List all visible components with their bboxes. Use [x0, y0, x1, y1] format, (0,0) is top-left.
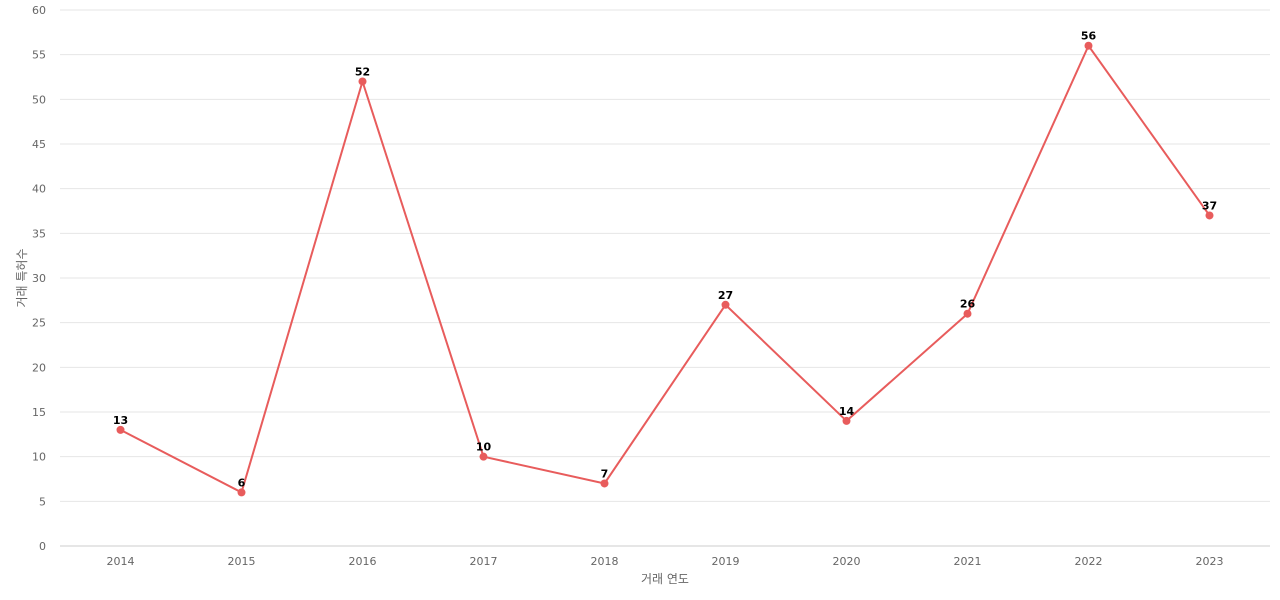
x-tick-label: 2017: [470, 555, 498, 568]
data-label: 13: [113, 414, 128, 427]
data-label: 6: [238, 476, 246, 489]
x-tick-label: 2022: [1075, 555, 1103, 568]
y-axis-title: 거래 특허수: [15, 248, 29, 307]
y-tick-label: 60: [32, 4, 46, 17]
x-tick-label: 2018: [591, 555, 619, 568]
data-label: 37: [1202, 199, 1217, 212]
data-label: 7: [601, 467, 609, 480]
series: [116, 41, 1214, 497]
x-tick-label: 2023: [1196, 555, 1224, 568]
data-point[interactable]: [237, 488, 246, 497]
data-point[interactable]: [842, 416, 851, 425]
x-tick-label: 2019: [712, 555, 740, 568]
data-label: 52: [355, 65, 370, 78]
series-line: [120, 43, 1211, 494]
data-point[interactable]: [963, 309, 972, 318]
data-point[interactable]: [358, 77, 367, 86]
data-point[interactable]: [479, 452, 488, 461]
y-tick-label: 30: [32, 272, 46, 285]
data-label: 27: [718, 289, 733, 302]
data-point[interactable]: [116, 425, 125, 434]
data-point[interactable]: [721, 300, 730, 309]
data-label: 26: [960, 298, 976, 311]
y-tick-label: 0: [39, 540, 46, 553]
data-point[interactable]: [600, 479, 609, 488]
y-tick-label: 20: [32, 361, 46, 374]
data-label: 14: [839, 405, 855, 418]
y-tick-label: 15: [32, 406, 46, 419]
y-tick-label: 35: [32, 227, 46, 240]
data-point[interactable]: [1205, 211, 1214, 220]
data-label: 10: [476, 441, 492, 454]
x-tick-label: 2020: [833, 555, 861, 568]
x-tick-label: 2014: [107, 555, 135, 568]
data-point[interactable]: [1084, 41, 1093, 50]
y-tick-label: 40: [32, 183, 46, 196]
x-axis-title: 거래 연도: [641, 572, 689, 586]
y-tick-label: 45: [32, 138, 46, 151]
x-axis-ticks: 2014 2015 2016 2017 2018 2019 2020 2021 2022 2023: [107, 555, 1224, 568]
y-tick-label: 55: [32, 49, 46, 62]
y-tick-label: 10: [32, 451, 46, 464]
y-tick-label: 5: [39, 495, 46, 508]
data-label: 56: [1081, 30, 1097, 43]
y-axis-ticks: 0 5 10 15 20 25 30 35 40 45 50 55 60: [32, 4, 46, 553]
data-labels: 13 6 52 10 7 27 14 26 56 37: [113, 30, 1217, 490]
y-tick-label: 50: [32, 93, 46, 106]
x-tick-label: 2016: [349, 555, 377, 568]
grid: [60, 9, 1270, 502]
x-tick-label: 2021: [954, 555, 982, 568]
y-tick-label: 25: [32, 317, 46, 330]
x-tick-label: 2015: [228, 555, 256, 568]
